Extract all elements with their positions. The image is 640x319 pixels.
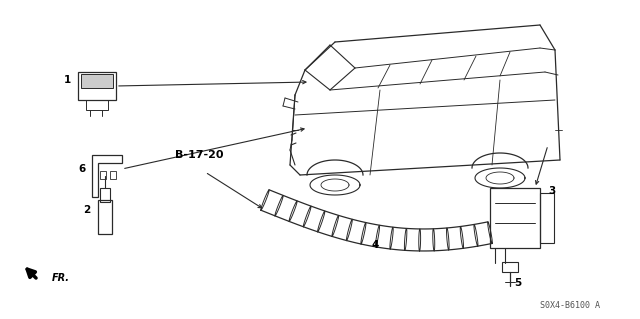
Text: 2: 2 <box>83 205 90 215</box>
Text: S0X4-B6100 A: S0X4-B6100 A <box>540 301 600 310</box>
Text: 6: 6 <box>78 164 85 174</box>
Text: 1: 1 <box>64 75 71 85</box>
Bar <box>100 188 110 202</box>
Bar <box>86 100 108 110</box>
Bar <box>110 171 116 179</box>
Text: FR.: FR. <box>52 273 70 283</box>
Text: 4: 4 <box>371 240 379 250</box>
Bar <box>100 171 106 179</box>
Bar <box>490 188 540 248</box>
Text: B-17-20: B-17-20 <box>175 150 223 160</box>
Bar <box>540 193 554 243</box>
Bar <box>98 200 112 234</box>
Text: 3: 3 <box>548 186 556 196</box>
Bar <box>81 74 113 88</box>
Bar <box>502 262 518 272</box>
Text: 5: 5 <box>515 278 522 288</box>
Bar <box>78 72 116 100</box>
